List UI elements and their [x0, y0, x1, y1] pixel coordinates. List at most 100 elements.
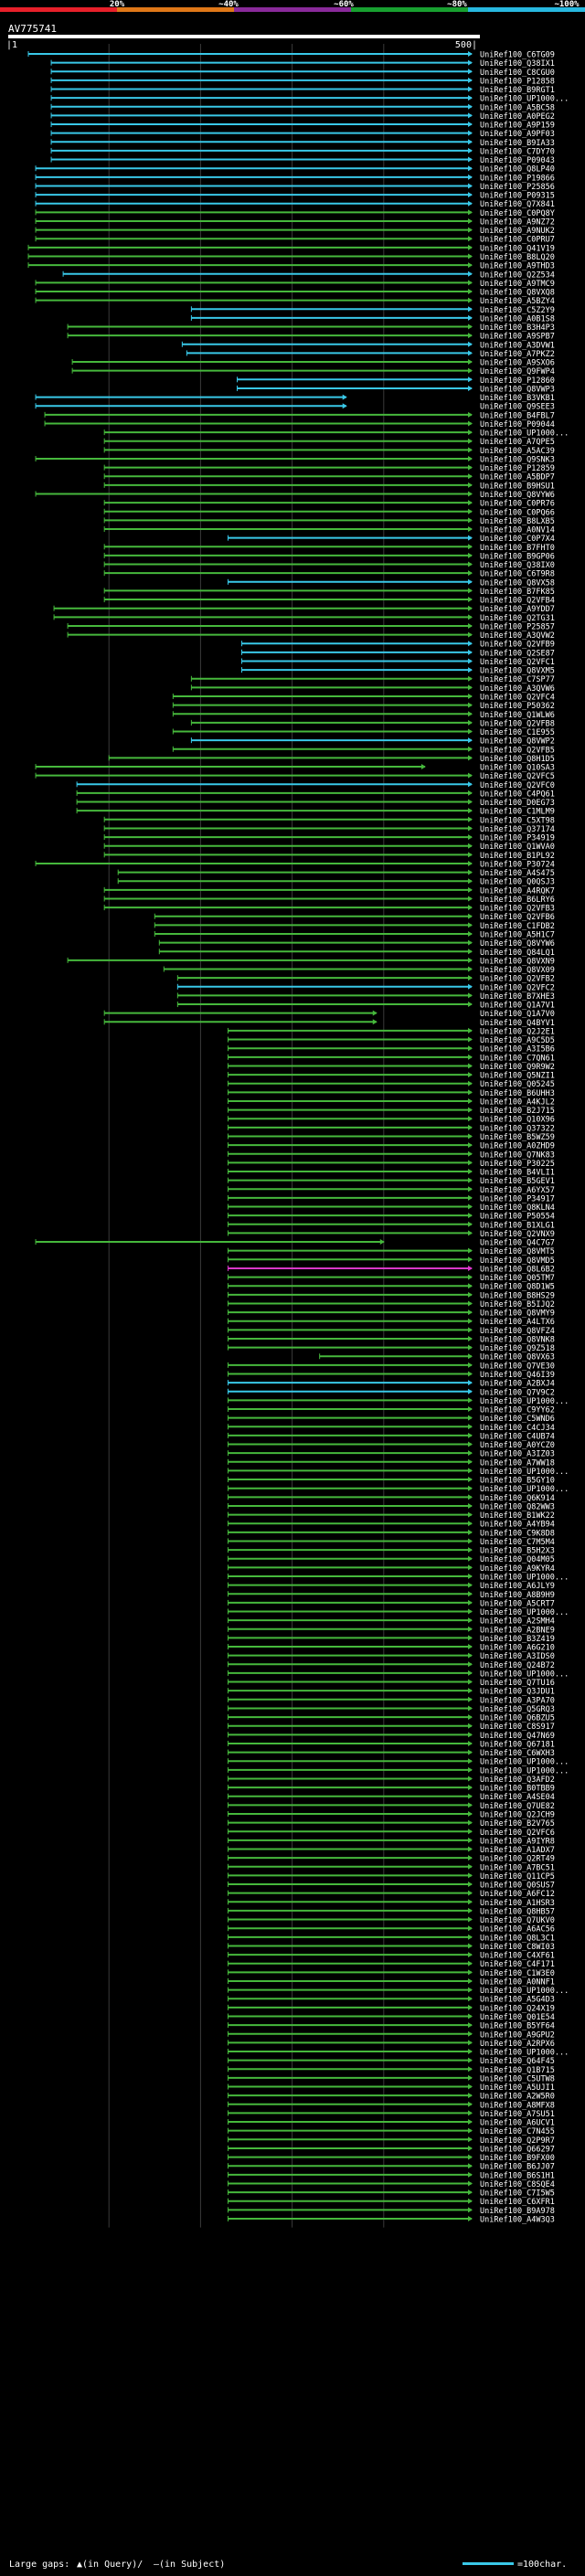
hit-row[interactable]: UniRef100_C5WND6	[227, 1415, 555, 1424]
hit-row[interactable]: UniRef100_Q10X96	[227, 1116, 555, 1125]
hit-label[interactable]: UniRef100_A9SPB7	[480, 333, 555, 342]
hit-row[interactable]: UniRef100_Q8KLN4	[227, 1203, 555, 1213]
hit-row[interactable]: UniRef100_B5H2X3	[227, 1547, 555, 1556]
hit-row[interactable]: UniRef100_Q2VFB2	[176, 975, 555, 984]
hit-label[interactable]: UniRef100_A1HSR3	[480, 1899, 555, 1908]
hit-row[interactable]: UniRef100_A3QVW2	[67, 631, 555, 641]
hit-row[interactable]: UniRef100_B5YF64	[227, 2022, 555, 2031]
hit-label[interactable]: UniRef100_Q0SUS7	[480, 1882, 555, 1891]
hit-row[interactable]: UniRef100_Q5NZI1	[227, 1072, 555, 1081]
hit-row[interactable]: UniRef100_C5XT98	[103, 816, 555, 825]
hit-row[interactable]: UniRef100_Q2RT49	[227, 1855, 555, 1864]
hit-label[interactable]: UniRef100_P30724	[480, 860, 555, 869]
hit-label[interactable]: UniRef100_Q38IX0	[480, 561, 555, 570]
hit-row[interactable]: UniRef100_P30225	[227, 1160, 555, 1169]
hit-label[interactable]: UniRef100_Q1A7V0	[480, 1010, 555, 1019]
hit-label[interactable]: UniRef100_UP1000...	[480, 1670, 569, 1679]
hit-label[interactable]: UniRef100_B5WZ59	[480, 1133, 555, 1142]
hit-label[interactable]: UniRef100_Q8VMD5	[480, 1256, 555, 1266]
hit-row[interactable]: UniRef100_A9NUK2	[35, 227, 555, 236]
hit-row[interactable]: UniRef100_A9YDD7	[53, 605, 555, 614]
hit-row[interactable]: UniRef100_Q8VNK8	[227, 1335, 555, 1344]
hit-label[interactable]: UniRef100_C7I5W5	[480, 2189, 555, 2199]
hit-row[interactable]: UniRef100_Q38IX0	[103, 561, 555, 570]
hit-row[interactable]: UniRef100_C7SP77	[190, 675, 555, 684]
hit-label[interactable]: UniRef100_A9SXO6	[480, 359, 555, 368]
hit-row[interactable]: UniRef100_P12860	[236, 376, 555, 386]
hit-label[interactable]: UniRef100_C4UB74	[480, 1432, 555, 1441]
hit-row[interactable]: UniRef100_P12858	[50, 77, 555, 86]
hit-label[interactable]: UniRef100_B9HSU1	[480, 482, 555, 491]
hit-label[interactable]: UniRef100_C0PR76	[480, 500, 555, 509]
hit-row[interactable]: UniRef100_B7FK85	[103, 588, 555, 597]
hit-label[interactable]: UniRef100_A9C5D5	[480, 1036, 555, 1045]
hit-row[interactable]: UniRef100_Q8H1D5	[108, 755, 555, 764]
hit-row[interactable]: UniRef100_C7I5W5	[227, 2189, 555, 2199]
hit-label[interactable]: UniRef100_B9FX00	[480, 2154, 555, 2163]
hit-label[interactable]: UniRef100_B3Z419	[480, 1635, 555, 1644]
hit-label[interactable]: UniRef100_P12859	[480, 464, 555, 473]
hit-row[interactable]: UniRef100_A0NV14	[103, 526, 555, 535]
hit-row[interactable]: UniRef100_B9GP06	[103, 552, 555, 561]
hit-label[interactable]: UniRef100_UP1000...	[480, 1608, 569, 1617]
hit-row[interactable]: UniRef100_C8S917	[227, 1723, 555, 1732]
hit-label[interactable]: UniRef100_C1FDB2	[480, 922, 555, 931]
hit-row[interactable]: UniRef100_Q9Z518	[227, 1344, 555, 1353]
hit-label[interactable]: UniRef100_B1PL92	[480, 852, 555, 861]
hit-label[interactable]: UniRef100_A6G210	[480, 1644, 555, 1653]
hit-row[interactable]: UniRef100_P19866	[35, 174, 555, 183]
hit-label[interactable]: UniRef100_B1WK22	[480, 1511, 555, 1521]
hit-label[interactable]: UniRef100_Q7NK83	[480, 1150, 555, 1160]
hit-label[interactable]: UniRef100_A3QVW2	[480, 631, 555, 641]
hit-row[interactable]: UniRef100_A5BC58	[50, 103, 555, 112]
hit-label[interactable]: UniRef100_C4XF61	[480, 1952, 555, 1961]
hit-row[interactable]: UniRef100_A3I5B6	[227, 1045, 555, 1055]
hit-label[interactable]: UniRef100_Q46I39	[480, 1371, 555, 1380]
hit-label[interactable]: UniRef100_Q7V9C2	[480, 1388, 555, 1397]
hit-label[interactable]: UniRef100_Q2VFB4	[480, 597, 555, 606]
hit-label[interactable]: UniRef100_Q3AFD2	[480, 1776, 555, 1785]
hit-row[interactable]: UniRef100_UP1000...	[227, 1758, 569, 1767]
hit-label[interactable]: UniRef100_Q8VYW6	[480, 491, 555, 500]
hit-row[interactable]: UniRef100_C7M5M4	[227, 1538, 555, 1547]
hit-label[interactable]: UniRef100_Q9R9W2	[480, 1063, 555, 1072]
hit-row[interactable]: UniRef100_Q8D1W5	[227, 1283, 555, 1292]
hit-label[interactable]: UniRef100_C1W3E0	[480, 1969, 555, 1978]
hit-row[interactable]: UniRef100_B9HSU1	[103, 482, 555, 491]
hit-label[interactable]: UniRef100_B3VKB1	[480, 394, 555, 403]
hit-row[interactable]: UniRef100_Q7NK83	[227, 1150, 555, 1160]
hit-label[interactable]: UniRef100_Q2VFB3	[480, 905, 555, 914]
hit-row[interactable]: UniRef100_A4KJL2	[227, 1097, 555, 1107]
hit-row[interactable]: UniRef100_A4W3Q3	[227, 2215, 555, 2224]
hit-label[interactable]: UniRef100_P09315	[480, 192, 555, 201]
hit-row[interactable]: UniRef100_C0PRU7	[35, 236, 555, 245]
hit-label[interactable]: UniRef100_Q8L3C1	[480, 1934, 555, 1943]
hit-row[interactable]: UniRef100_D0EG73	[76, 799, 555, 808]
hit-row[interactable]: UniRef100_Q7UE82	[227, 1802, 555, 1811]
hit-label[interactable]: UniRef100_A5UJI1	[480, 2083, 555, 2093]
hit-label[interactable]: UniRef100_A2RPX6	[480, 2040, 555, 2049]
hit-label[interactable]: UniRef100_Q2VFB5	[480, 746, 555, 755]
hit-row[interactable]: UniRef100_Q2VFB3	[103, 905, 555, 914]
hit-row[interactable]: UniRef100_A9KYR4	[227, 1564, 555, 1574]
hit-row[interactable]: UniRef100_C6XFR1	[227, 2198, 555, 2207]
hit-row[interactable]: UniRef100_Q47N69	[227, 1732, 555, 1741]
hit-row[interactable]: UniRef100_P30724	[35, 860, 555, 869]
hit-row[interactable]: UniRef100_Q01E54	[227, 2013, 555, 2022]
hit-label[interactable]: UniRef100_A9GPU2	[480, 2030, 555, 2040]
hit-row[interactable]: UniRef100_Q8VFZ4	[227, 1327, 555, 1336]
hit-label[interactable]: UniRef100_C7DY70	[480, 147, 555, 156]
hit-row[interactable]: UniRef100_C5Z2Y9	[190, 306, 555, 315]
hit-label[interactable]: UniRef100_Q37322	[480, 1124, 555, 1133]
hit-label[interactable]: UniRef100_A8MFX8	[480, 2101, 555, 2110]
hit-row[interactable]: UniRef100_A0B1S8	[190, 314, 555, 323]
hit-row[interactable]: UniRef100_Q38IX1	[50, 59, 555, 69]
hit-row[interactable]: UniRef100_Q2VFC1	[240, 658, 555, 667]
hit-row[interactable]: UniRef100_Q2P9R7	[227, 2136, 555, 2146]
hit-row[interactable]: UniRef100_A8B9H9	[227, 1591, 555, 1600]
hit-row[interactable]: UniRef100_P09043	[50, 156, 555, 165]
hit-label[interactable]: UniRef100_UP1000...	[480, 1987, 569, 1996]
hit-row[interactable]: UniRef100_P09044	[44, 420, 555, 429]
hit-row[interactable]: UniRef100_P34919	[103, 834, 555, 843]
hit-label[interactable]: UniRef100_B9GP06	[480, 552, 555, 561]
